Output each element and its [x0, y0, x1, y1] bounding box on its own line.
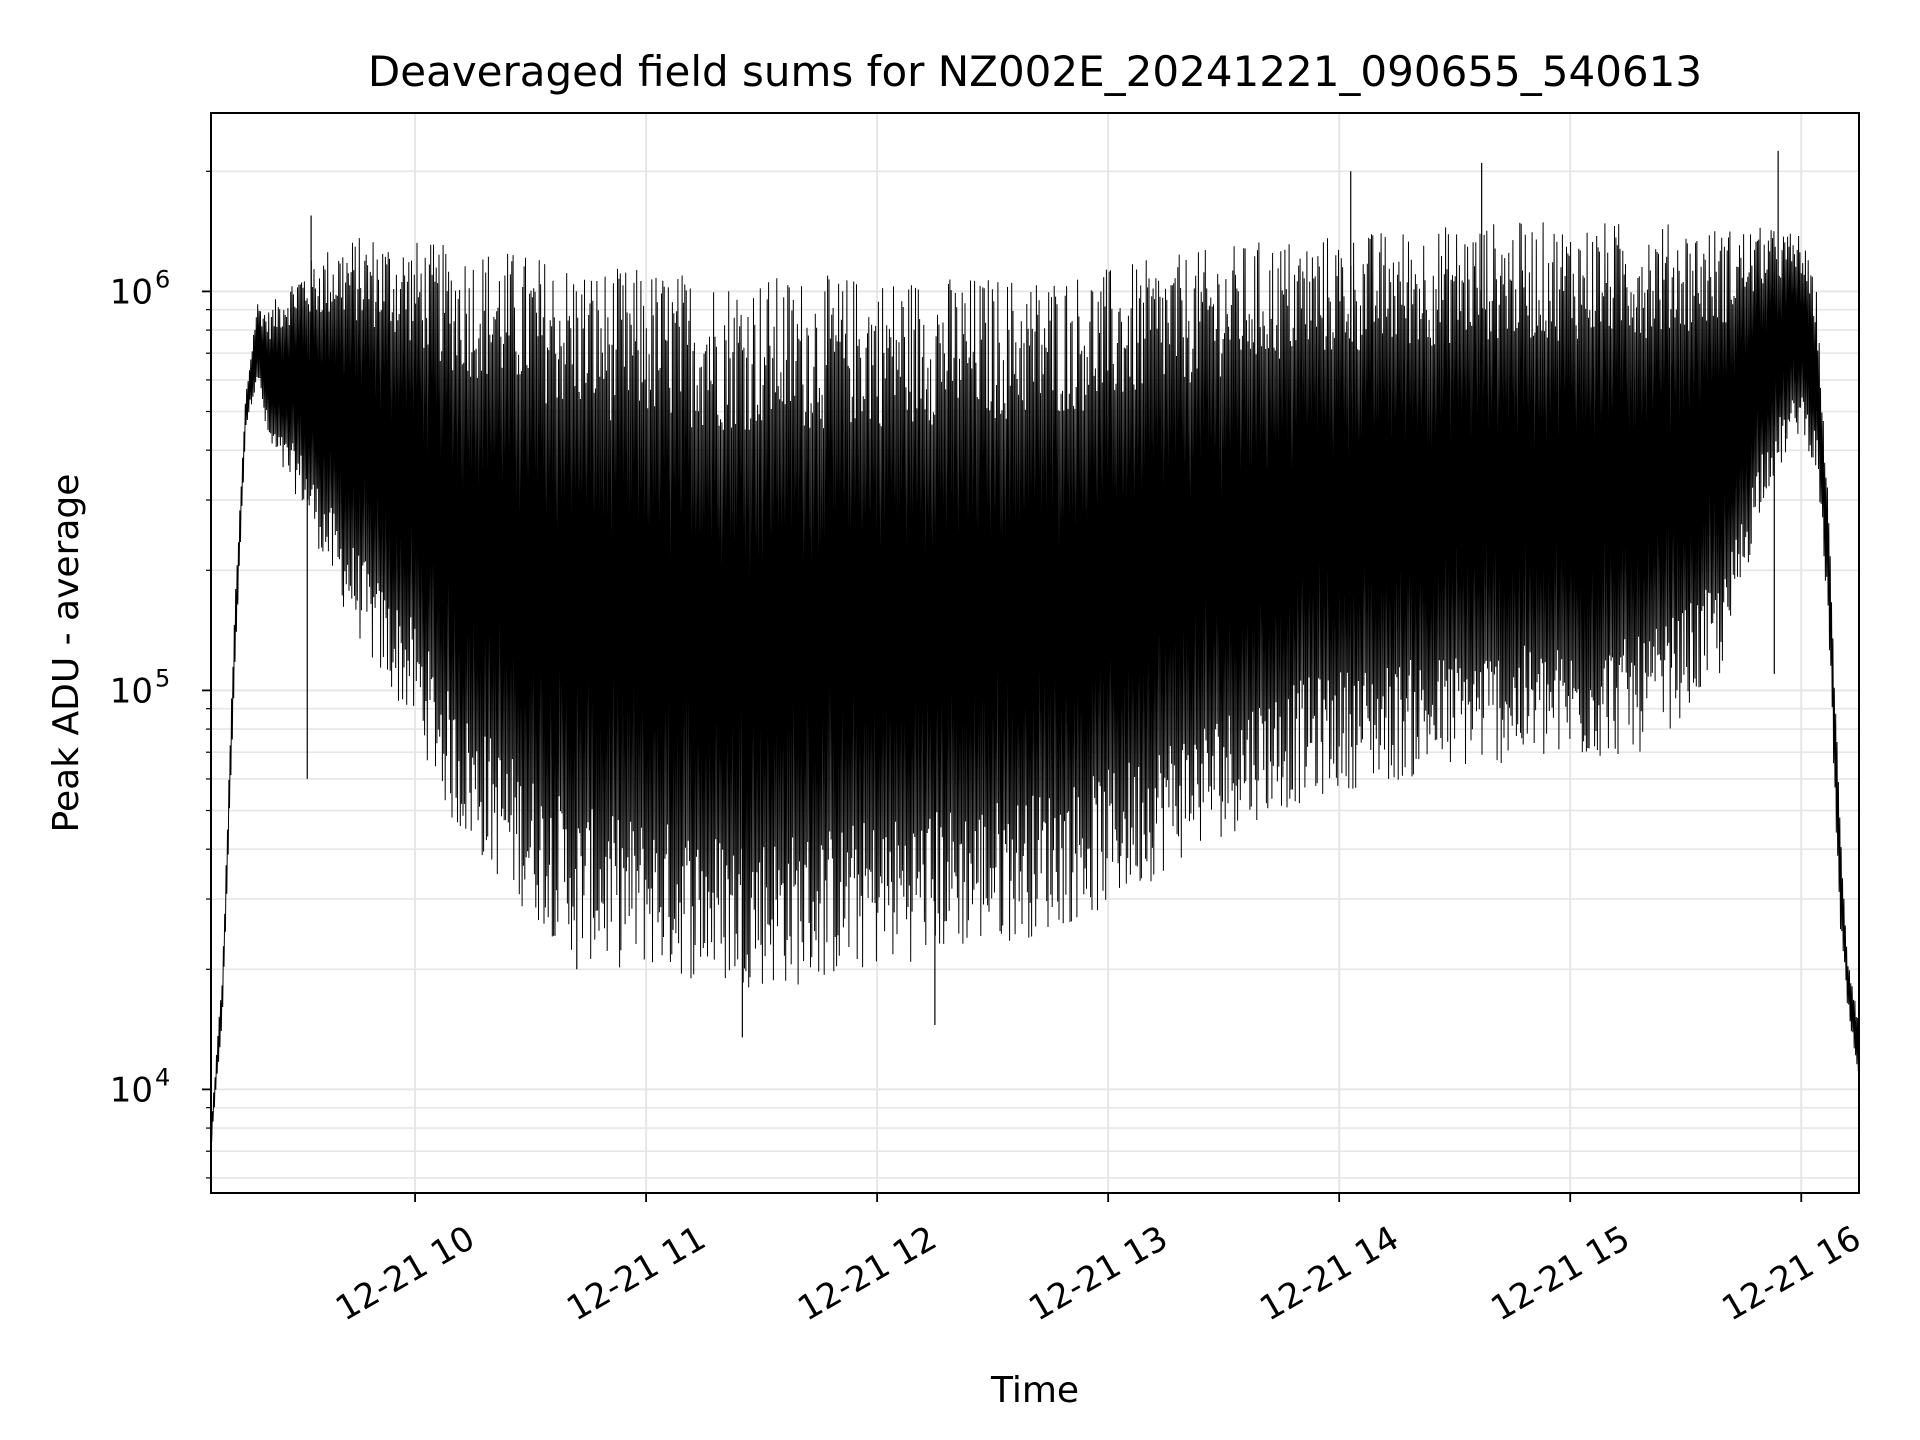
y-tick-label-exponent: 4 [155, 1063, 170, 1091]
plot-frame [210, 112, 1860, 1194]
series-line [211, 222, 1859, 1142]
y-tick-label: 10 5 [110, 664, 171, 711]
x-axis-title: Time [990, 1370, 1079, 1411]
y-axis-title: Peak ADU - average [46, 474, 87, 833]
y-tick-label-base: 10 [110, 1070, 153, 1110]
y-tick-label-exponent: 5 [155, 664, 170, 692]
y-tick-label-base: 10 [110, 272, 153, 312]
data-series [211, 150, 1859, 1142]
y-tick-label-exponent: 6 [155, 265, 170, 293]
y-tick-label-base: 10 [110, 671, 153, 711]
y-tick-label: 10 4 [110, 1063, 171, 1110]
y-tick-label: 10 6 [110, 265, 171, 312]
chart-title: Deaveraged field sums for NZ002E_2024122… [368, 47, 1702, 96]
